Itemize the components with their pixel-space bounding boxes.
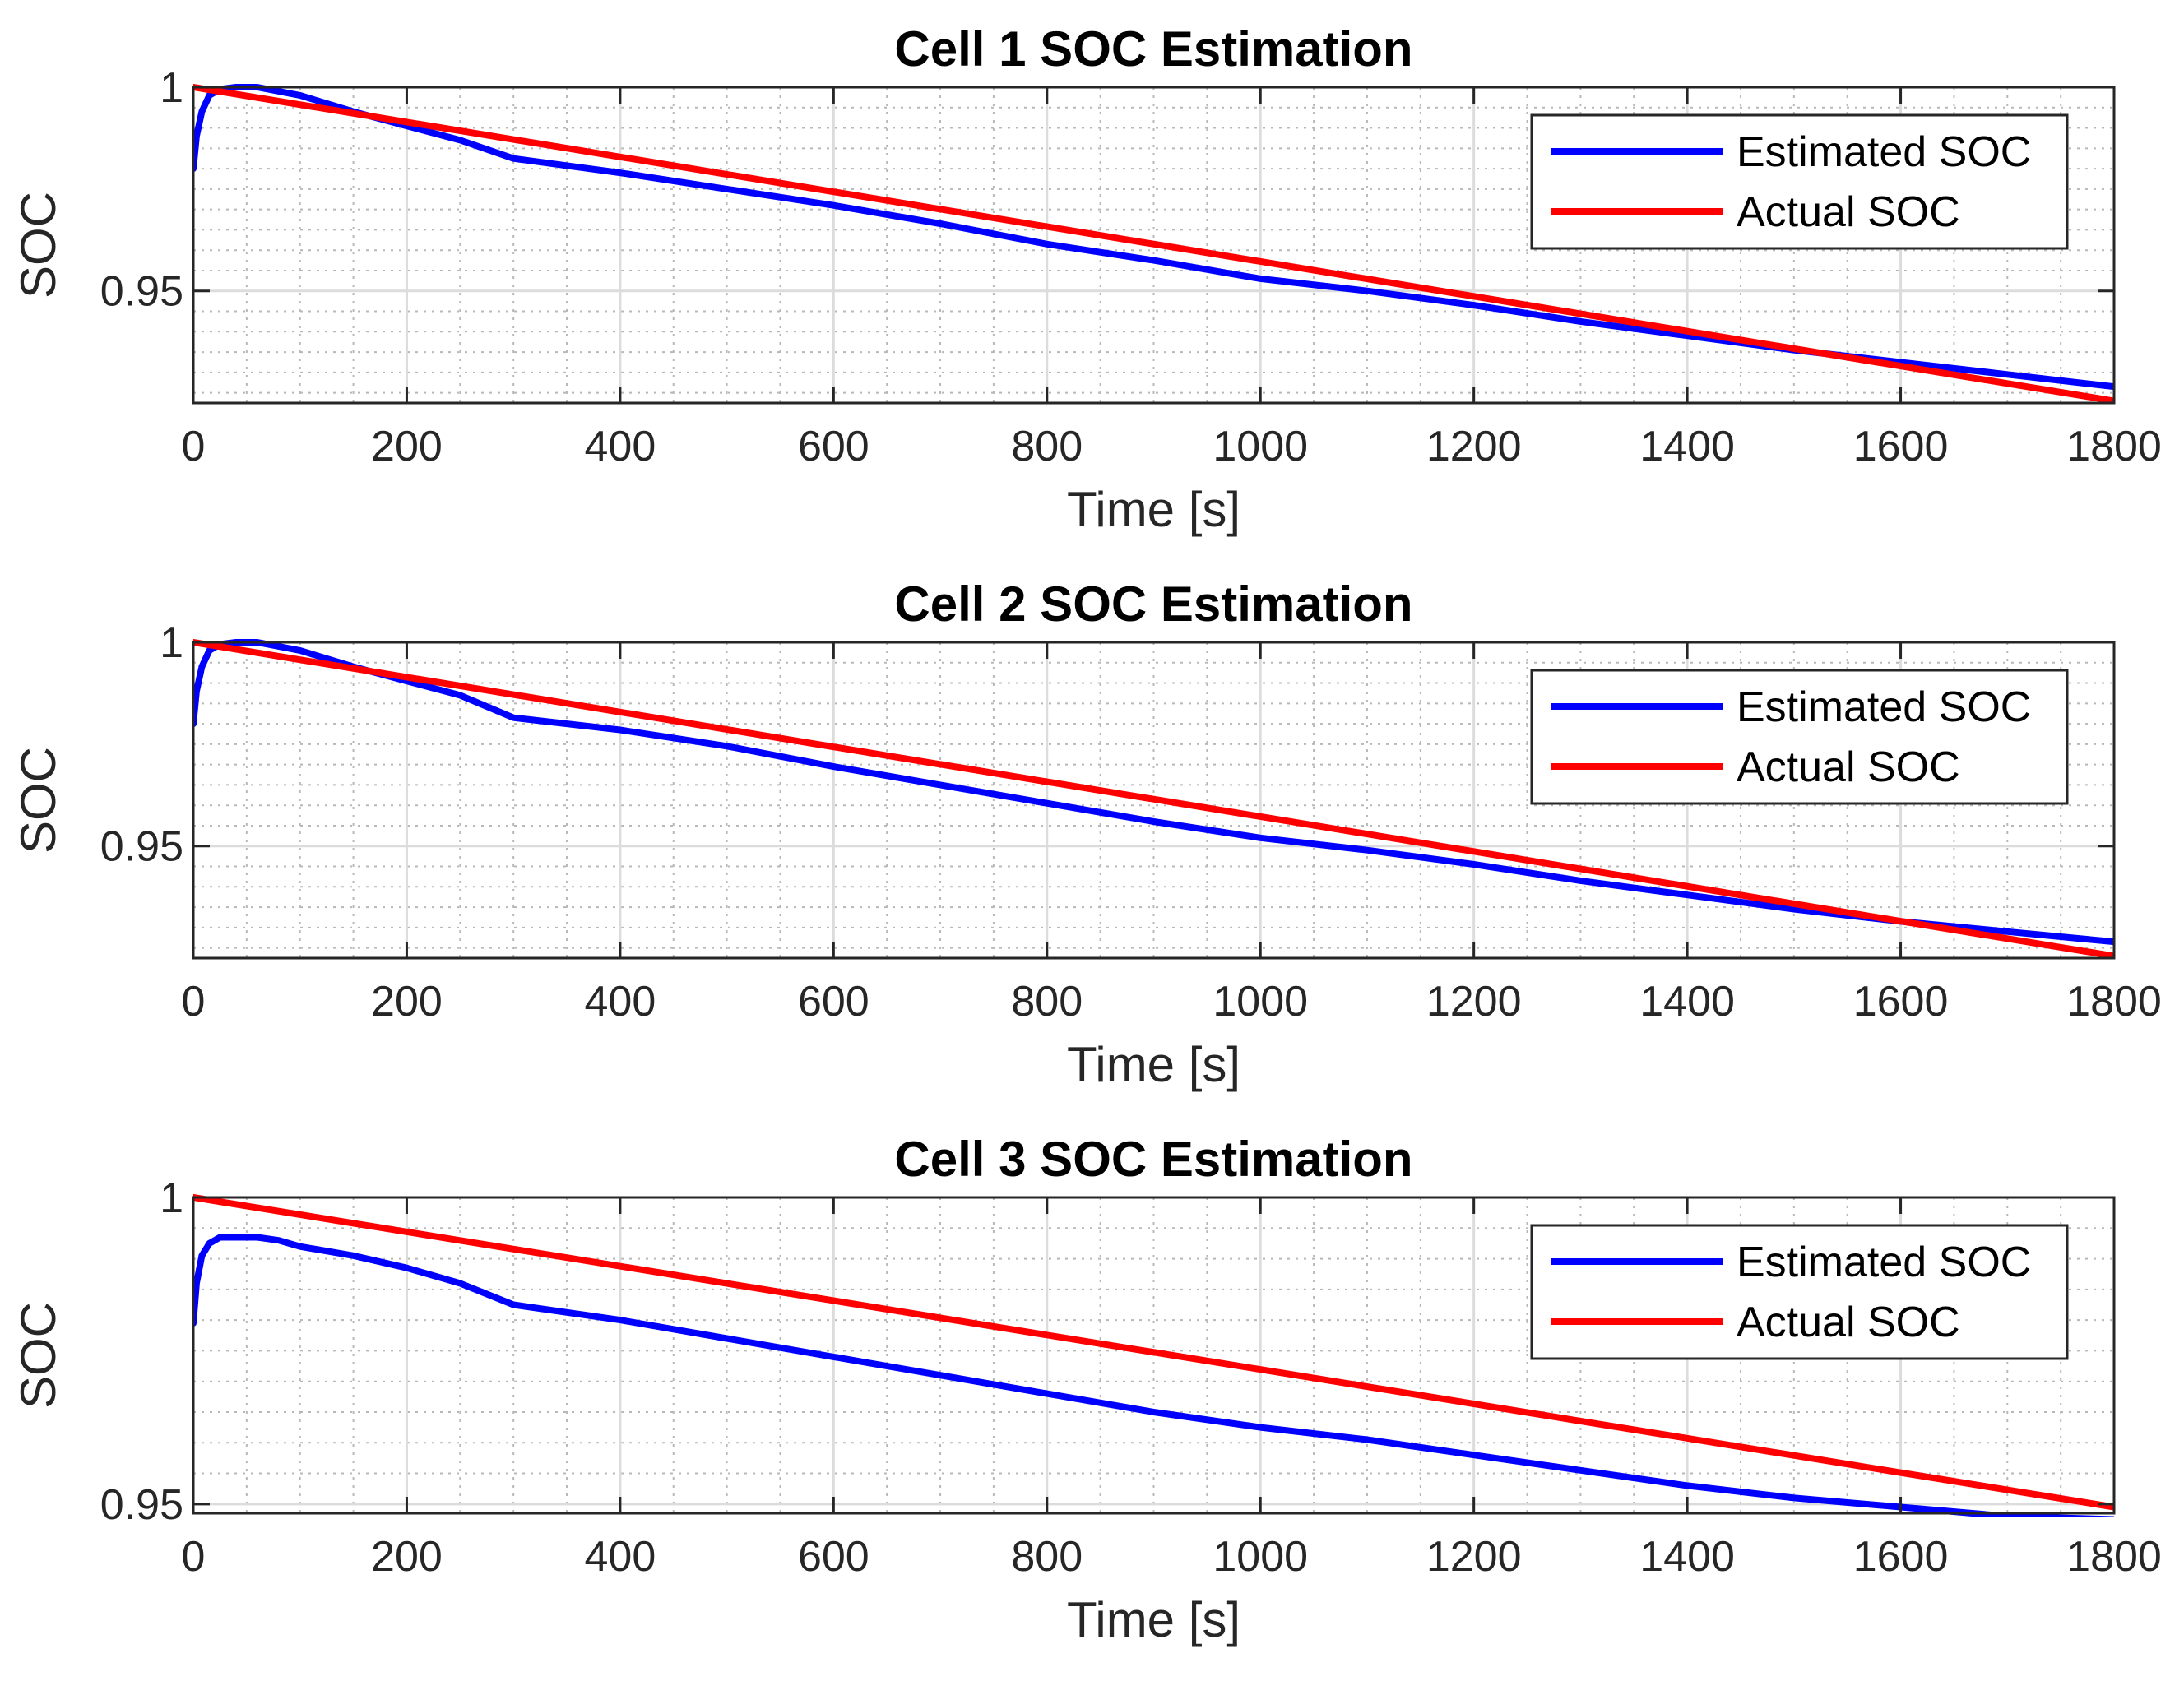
legend: Estimated SOC Actual SOC [1530, 669, 2069, 805]
x-tick-label: 1000 [1213, 978, 1308, 1026]
chart-title: Cell 3 SOC Estimation [894, 1132, 1412, 1187]
legend: Estimated SOC Actual SOC [1530, 1224, 2069, 1360]
x-tick-label: 0 [182, 978, 206, 1026]
x-tick-label: 1600 [1853, 1533, 1949, 1581]
x-tick-label: 600 [798, 423, 869, 470]
x-tick-label: 1200 [1426, 978, 1522, 1026]
actual-soc-line-3 [193, 1194, 2114, 1511]
chart-3: 0 200 400 600 800 1000 1200 1400 1600 1800 0.95 1 Ce… [11, 1132, 2162, 1647]
y-axis-label: SOC [11, 1302, 66, 1409]
chart-1: 0 200 400 600 800 1000 1200 1400 1600 1800 0.95 1 Ce… [11, 21, 2162, 537]
x-tick-label: 1400 [1639, 1533, 1735, 1581]
x-tick-label: 800 [1011, 978, 1083, 1026]
y-tick-label: 0.95 [100, 823, 183, 871]
x-tick-label: 200 [371, 423, 443, 470]
x-tick-label: 1800 [2066, 423, 2162, 470]
x-tick-label: 1400 [1639, 423, 1735, 470]
legend-label-estimated: Estimated SOC [1737, 128, 2031, 176]
legend-label-estimated: Estimated SOC [1737, 683, 2031, 731]
legend-box [1530, 669, 2069, 805]
x-axis-label: Time [s] [1067, 482, 1240, 537]
chart-title: Cell 1 SOC Estimation [894, 21, 1412, 76]
actual-soc-line-1 [193, 84, 2114, 405]
axes-frame [192, 1196, 2116, 1515]
x-tick-label: 1000 [1213, 1533, 1308, 1581]
y-tick-label: 0.95 [100, 268, 183, 316]
legend-label-actual: Actual SOC [1737, 188, 1960, 236]
estimated-soc-line-3 [193, 1234, 2114, 1517]
x-tick-label: 200 [371, 978, 443, 1026]
y-axis-label: SOC [11, 747, 66, 854]
x-tick-label: 600 [798, 978, 869, 1026]
x-tick-label: 0 [182, 1533, 206, 1581]
x-tick-label: 1800 [2066, 978, 2162, 1026]
x-tick-label: 1600 [1853, 978, 1949, 1026]
x-tick-label: 1200 [1426, 423, 1522, 470]
x-tick-label: 400 [585, 1533, 656, 1581]
legend-label-estimated: Estimated SOC [1737, 1239, 2031, 1286]
legend-label-actual: Actual SOC [1737, 1299, 1960, 1346]
y-tick-label: 1 [160, 619, 183, 667]
y-tick-label: 0.95 [100, 1481, 183, 1529]
y-tick-label: 1 [160, 1174, 183, 1222]
x-tick-label: 1400 [1639, 978, 1735, 1026]
legend-box [1530, 113, 2069, 250]
x-axis-label: Time [s] [1067, 1037, 1240, 1092]
axes-frame [192, 641, 2116, 960]
x-tick-label: 200 [371, 1533, 443, 1581]
x-tick-label: 0 [182, 423, 206, 470]
y-axis-label: SOC [11, 192, 66, 299]
chart-title: Cell 2 SOC Estimation [894, 577, 1412, 632]
x-tick-label: 1000 [1213, 423, 1308, 470]
legend-box [1530, 1224, 2069, 1360]
x-tick-label: 800 [1011, 1533, 1083, 1581]
x-tick-label: 400 [585, 978, 656, 1026]
chart-2: 0 200 400 600 800 1000 1200 1400 1600 1800 0.95 1 Ce… [11, 577, 2162, 1092]
x-tick-label: 1200 [1426, 1533, 1522, 1581]
x-tick-label: 600 [798, 1533, 869, 1581]
legend: Estimated SOC Actual SOC [1530, 113, 2069, 250]
actual-soc-line-2 [193, 639, 2114, 960]
x-tick-label: 400 [585, 423, 656, 470]
x-tick-label: 1600 [1853, 423, 1949, 470]
x-axis-label: Time [s] [1067, 1592, 1240, 1647]
legend-label-actual: Actual SOC [1737, 743, 1960, 791]
x-tick-label: 800 [1011, 423, 1083, 470]
axes-frame [192, 86, 2116, 405]
y-tick-label: 1 [160, 64, 183, 112]
x-tick-label: 1800 [2066, 1533, 2162, 1581]
